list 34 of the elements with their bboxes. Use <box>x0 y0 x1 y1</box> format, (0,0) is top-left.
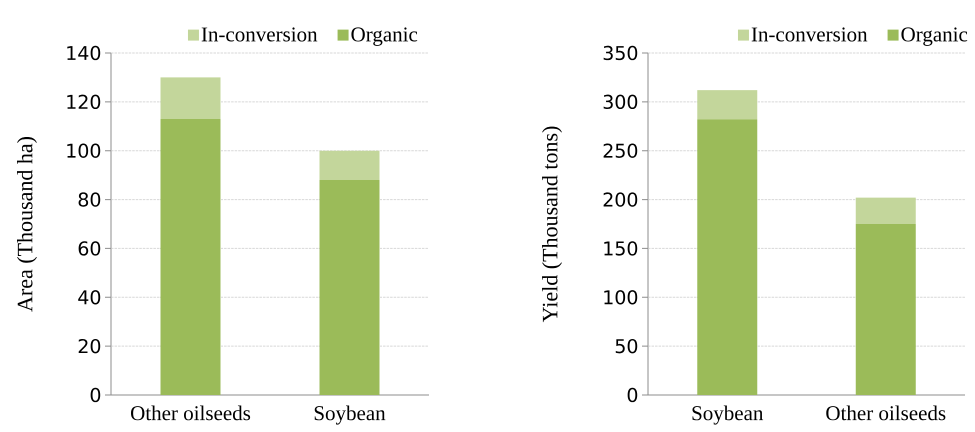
y-tick-label: 80 <box>78 192 100 207</box>
legend-label: Organic <box>901 27 968 46</box>
y-axis-title: Area (Thousand ha) <box>17 136 37 312</box>
bar <box>320 180 380 395</box>
y-tick-label: 120 <box>67 94 100 110</box>
y-tick-label: 40 <box>78 290 100 304</box>
y-tick-label: 60 <box>78 241 100 256</box>
y-tick-label: 100 <box>67 144 100 158</box>
x-tick-label: Soybean <box>314 406 386 425</box>
y-tick-label: 0 <box>628 388 638 402</box>
y-tick-label: 100 <box>604 290 638 304</box>
y-tick-label: 350 <box>604 46 638 60</box>
bar <box>160 77 220 119</box>
y-tick-label: 200 <box>604 192 638 207</box>
bar <box>856 224 916 395</box>
x-tick-label: Other oilseeds <box>826 406 946 420</box>
y-tick-label: 20 <box>78 338 100 354</box>
x-tick-label: Other oilseeds <box>131 406 250 420</box>
legend-label: In-conversion <box>752 27 868 42</box>
y-tick-label: 140 <box>67 46 100 60</box>
bar <box>320 150 380 180</box>
y-tick-label: 0 <box>90 388 100 402</box>
bar <box>697 119 758 395</box>
bar <box>697 90 758 120</box>
bar <box>160 118 220 395</box>
y-tick-label: 50 <box>616 338 638 354</box>
legend-label: In-conversion <box>202 27 318 42</box>
y-tick-label: 300 <box>604 94 638 110</box>
legend-label: Organic <box>351 27 418 46</box>
y-axis-title: Yield (Thousand tons) <box>542 126 562 322</box>
y-tick-label: 150 <box>604 241 638 256</box>
x-tick-label: Soybean <box>692 406 764 425</box>
bar <box>856 198 916 224</box>
y-tick-label: 250 <box>604 144 638 158</box>
